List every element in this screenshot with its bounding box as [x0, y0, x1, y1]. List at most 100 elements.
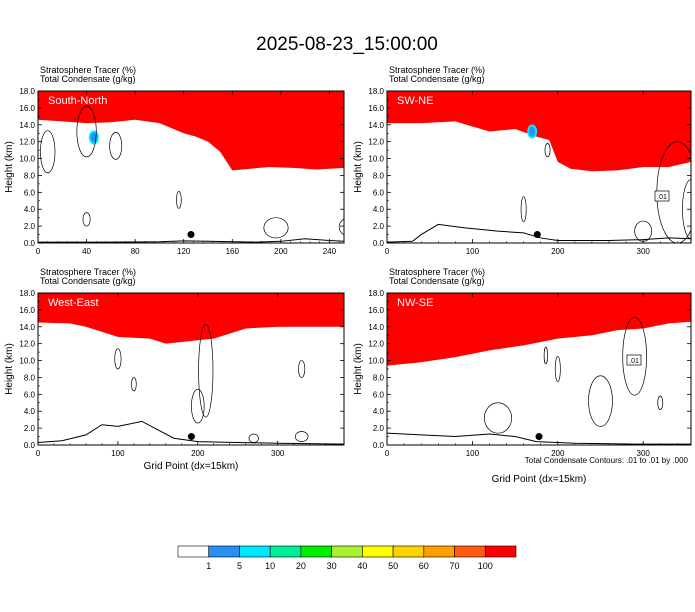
panel-field-line2: Total Condensate (g/kg): [389, 74, 485, 84]
condensate-contour: [114, 348, 122, 370]
panel-1: Stratosphere Tracer (%)Total Condensate …: [353, 65, 692, 256]
y-tick-label: 18.0: [19, 289, 35, 298]
y-tick-label: 8.0: [373, 373, 385, 382]
colorbar-swatch: [331, 545, 363, 558]
colorbar-swatch: [362, 545, 394, 558]
y-tick-label: 0.0: [24, 441, 36, 450]
figure-title: 2025-08-23_15:00:00: [256, 34, 438, 55]
y-tick-label: 14.0: [368, 121, 384, 130]
condensate-contour: [682, 179, 691, 240]
colorbar-label: 1: [206, 561, 211, 571]
y-tick-label: 16.0: [19, 104, 35, 113]
colorbar-swatch: [269, 545, 302, 558]
y-tick-label: 16.0: [368, 104, 384, 113]
condensate-contour: [198, 323, 214, 418]
contour-footnote: Total Condensate Contours: .01 to .01 by…: [525, 456, 689, 465]
condensate-contour: [483, 402, 513, 434]
x-tick-label: 200: [191, 449, 205, 458]
panel-field-line2: Total Condensate (g/kg): [40, 74, 136, 84]
contour-label: .01: [657, 194, 667, 201]
condensate-contour: [298, 360, 306, 378]
colorbar-label: 30: [327, 561, 337, 571]
colorbar-swatch: [208, 545, 240, 558]
y-tick-label: 10.0: [19, 155, 35, 164]
y-tick-label: 10.0: [368, 155, 384, 164]
contour-label: .01: [629, 358, 639, 365]
condensate-contour: [543, 346, 548, 365]
x-tick-label: 200: [274, 247, 288, 256]
condensate-contour: [76, 105, 97, 158]
y-tick-label: 12.0: [368, 138, 384, 147]
y-tick-label: 4.0: [24, 407, 36, 416]
y-axis-label: Height (km): [353, 343, 364, 395]
x-tick-label: 0: [36, 247, 41, 256]
colorbar-label: 50: [388, 561, 398, 571]
tracer-blob-inner: [90, 132, 97, 143]
colorbar-swatch: [239, 545, 271, 558]
panel-0: Stratosphere Tracer (%)Total Condensate …: [4, 65, 345, 256]
colorbar-label: 20: [296, 561, 306, 571]
x-tick-label: 0: [385, 247, 390, 256]
colorbar-swatch: [392, 545, 425, 558]
condensate-contour: [294, 431, 309, 442]
colorbar-swatch: [454, 545, 486, 558]
colorbar-swatch: [484, 545, 517, 558]
contour-label-box: [654, 190, 670, 202]
x-tick-label: 0: [36, 449, 41, 458]
y-tick-label: 8.0: [373, 171, 385, 180]
y-tick-label: 10.0: [19, 357, 35, 366]
y-tick-label: 8.0: [24, 373, 36, 382]
y-axis-label: Height (km): [4, 343, 15, 395]
tracer-band-6: [38, 293, 344, 344]
panel-label: South-North: [48, 95, 107, 107]
panel-field-line1: Stratosphere Tracer (%): [40, 267, 136, 277]
contour-label-box: [626, 354, 642, 366]
condensate-contour: [622, 317, 647, 396]
condensate-contour: [40, 130, 56, 174]
y-tick-label: 4.0: [24, 205, 36, 214]
x-tick-label: 100: [466, 449, 480, 458]
y-tick-label: 12.0: [19, 138, 35, 147]
y-tick-label: 12.0: [19, 340, 35, 349]
condensate-contour: [520, 196, 527, 223]
y-tick-label: 14.0: [19, 323, 35, 332]
y-tick-label: 2.0: [373, 424, 385, 433]
x-tick-label: 40: [82, 247, 91, 256]
y-tick-label: 2.0: [24, 222, 36, 231]
colorbar-label: 70: [450, 561, 460, 571]
tracer-blob-inner: [529, 126, 536, 137]
panel-2: Stratosphere Tracer (%)Total Condensate …: [4, 267, 345, 472]
condensate-contour: [131, 377, 137, 392]
y-tick-label: 6.0: [24, 390, 36, 399]
y-tick-label: 4.0: [373, 205, 385, 214]
panel-label: SW-NE: [397, 95, 433, 107]
condensate-contour: [191, 388, 205, 424]
x-tick-label: 100: [466, 247, 480, 256]
panel-field-line1: Stratosphere Tracer (%): [389, 65, 485, 75]
x-tick-label: 160: [226, 247, 240, 256]
location-marker: [187, 433, 195, 441]
y-tick-label: 6.0: [373, 188, 385, 197]
condensate-contour: [554, 355, 561, 383]
y-tick-label: 10.0: [368, 357, 384, 366]
colorbar-label: 40: [357, 561, 367, 571]
location-marker: [533, 231, 541, 239]
y-tick-label: 18.0: [368, 289, 384, 298]
tracer-band-6: [38, 91, 344, 171]
colorbar-swatch: [300, 545, 332, 558]
x-tick-label: 240: [323, 247, 337, 256]
x-tick-label: 80: [131, 247, 140, 256]
x-tick-label: 300: [637, 247, 651, 256]
x-axis-label: Grid Point (dx=15km): [492, 474, 587, 485]
condensate-contour: [657, 395, 664, 410]
y-tick-label: 8.0: [24, 171, 36, 180]
y-tick-label: 14.0: [368, 323, 384, 332]
y-tick-label: 2.0: [373, 222, 385, 231]
y-tick-label: 16.0: [368, 306, 384, 315]
y-tick-label: 6.0: [373, 390, 385, 399]
panel-label: NW-SE: [397, 297, 433, 309]
y-axis-label: Height (km): [353, 141, 364, 193]
y-tick-label: 0.0: [24, 239, 36, 248]
condensate-contour: [263, 217, 289, 239]
